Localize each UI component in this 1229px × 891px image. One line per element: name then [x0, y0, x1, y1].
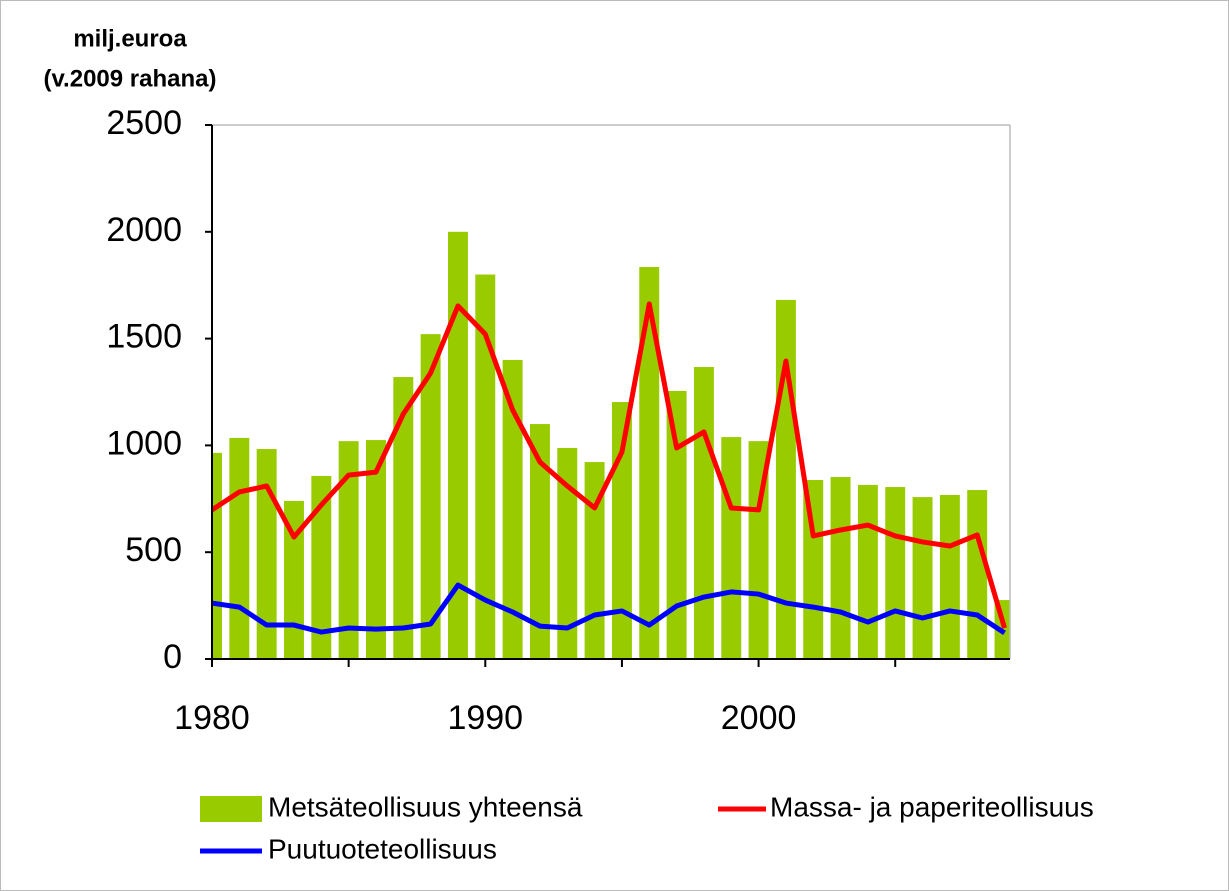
bar	[284, 500, 304, 659]
bar	[447, 231, 468, 659]
y-tick-label: 0	[163, 638, 182, 676]
y-tick-label: 1000	[106, 424, 182, 462]
y-tick-label: 500	[125, 531, 182, 569]
line	[212, 301, 1007, 629]
line	[212, 582, 1006, 636]
y-tick-label: 2000	[106, 211, 182, 249]
bar	[803, 480, 824, 659]
bar	[721, 437, 742, 659]
bar	[338, 441, 359, 659]
bar	[666, 390, 687, 659]
bar	[912, 497, 933, 659]
legend-label: Metsäteollisuus yhteensä	[268, 791, 583, 822]
bar	[475, 274, 496, 659]
bar	[885, 487, 906, 659]
lines	[212, 301, 1007, 636]
bar	[967, 490, 988, 659]
bar	[529, 424, 550, 659]
bar	[229, 437, 250, 659]
legend-label: Puutuoteteollisuus	[268, 833, 497, 864]
x-tick-label: 1980	[174, 699, 250, 737]
y-tick-label: 1500	[106, 318, 182, 356]
bar	[857, 484, 878, 659]
y-label: (v.2009 rahana)	[44, 65, 217, 92]
bar	[256, 449, 277, 659]
bar	[420, 334, 441, 659]
bar	[502, 359, 523, 659]
bar	[639, 267, 660, 659]
bar	[584, 462, 605, 659]
bar	[212, 452, 222, 659]
bar	[311, 475, 332, 659]
legend-swatch	[200, 796, 262, 822]
x-tick-label: 2000	[721, 699, 797, 737]
bar	[693, 367, 714, 659]
bar	[939, 494, 960, 659]
bar	[365, 440, 386, 659]
bar	[393, 377, 414, 659]
bar	[557, 447, 578, 659]
y-tick-label: 2500	[106, 104, 182, 142]
y-label: milj.euroa	[73, 25, 187, 52]
legend-label: Massa- ja paperiteollisuus	[770, 791, 1094, 822]
bar	[830, 477, 851, 659]
x-tick-label: 1990	[447, 699, 523, 737]
